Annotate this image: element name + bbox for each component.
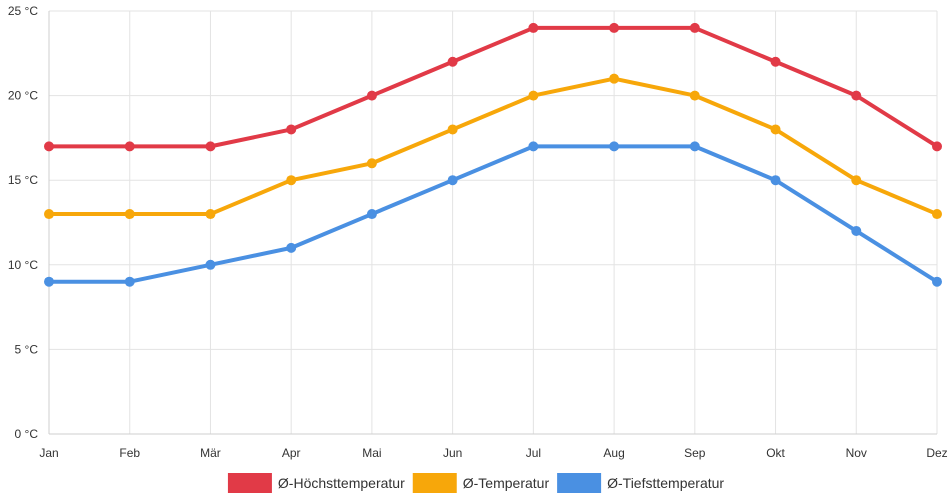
series-2 bbox=[44, 141, 942, 287]
data-point[interactable] bbox=[770, 56, 781, 67]
data-point[interactable] bbox=[366, 209, 377, 220]
x-tick-label: Mai bbox=[362, 446, 381, 460]
x-tick-label: Aug bbox=[603, 446, 624, 460]
data-point[interactable] bbox=[528, 22, 539, 33]
x-tick-label: Mär bbox=[200, 446, 221, 460]
data-point[interactable] bbox=[851, 225, 862, 236]
x-tick-label: Apr bbox=[282, 446, 301, 460]
y-tick-label: 15 °C bbox=[8, 173, 38, 187]
x-tick-label: Jul bbox=[526, 446, 541, 460]
data-point[interactable] bbox=[124, 141, 135, 152]
legend: Ø-Höchsttemperatur Ø-Temperatur Ø-Tiefstte… bbox=[227, 473, 724, 493]
data-point[interactable] bbox=[286, 175, 297, 186]
series-0 bbox=[44, 22, 942, 152]
data-point[interactable] bbox=[932, 141, 942, 152]
data-point[interactable] bbox=[528, 141, 539, 152]
data-point[interactable] bbox=[205, 209, 216, 220]
y-tick-label: 0 °C bbox=[15, 427, 39, 441]
legend-swatch bbox=[412, 473, 457, 493]
legend-label: Ø-Tiefsttemperatur bbox=[607, 475, 724, 491]
x-tick-label: Jun bbox=[443, 446, 462, 460]
data-point[interactable] bbox=[770, 124, 781, 135]
legend-label: Ø-Temperatur bbox=[463, 475, 550, 491]
x-tick-label: Sep bbox=[684, 446, 706, 460]
data-point[interactable] bbox=[851, 175, 862, 186]
data-point[interactable] bbox=[932, 209, 942, 220]
data-point[interactable] bbox=[447, 175, 458, 186]
data-point[interactable] bbox=[609, 22, 620, 33]
data-point[interactable] bbox=[689, 22, 700, 33]
data-point[interactable] bbox=[366, 158, 377, 169]
data-point[interactable] bbox=[366, 90, 377, 101]
grid-layer bbox=[48, 10, 938, 435]
data-point[interactable] bbox=[286, 242, 297, 253]
data-point[interactable] bbox=[44, 276, 54, 287]
legend-swatch bbox=[557, 473, 602, 493]
data-point[interactable] bbox=[689, 90, 700, 101]
legend-item[interactable]: Ø-Temperatur bbox=[412, 473, 550, 493]
data-point[interactable] bbox=[44, 141, 54, 152]
legend-label: Ø-Höchsttemperatur bbox=[278, 475, 405, 491]
data-point[interactable] bbox=[609, 141, 620, 152]
data-point[interactable] bbox=[851, 90, 862, 101]
data-point[interactable] bbox=[44, 209, 54, 220]
data-point[interactable] bbox=[528, 90, 539, 101]
series-line bbox=[47, 144, 939, 284]
series-line bbox=[47, 76, 939, 217]
data-point[interactable] bbox=[689, 141, 700, 152]
y-tick-label: 20 °C bbox=[8, 89, 38, 103]
legend-item[interactable]: Ø-Höchsttemperatur bbox=[227, 473, 405, 493]
data-point[interactable] bbox=[447, 124, 458, 135]
y-tick-label: 10 °C bbox=[8, 258, 38, 272]
data-point[interactable] bbox=[205, 141, 216, 152]
x-tick-label: Jan bbox=[39, 446, 58, 460]
axis-layer: 0 °C 5 °C 10 °C 15 °C 20 °C 25 °C Jan Feb Mär Apr… bbox=[8, 4, 948, 460]
x-tick-label: Feb bbox=[119, 446, 140, 460]
series-layer bbox=[44, 22, 942, 287]
data-point[interactable] bbox=[124, 276, 135, 287]
legend-swatch bbox=[227, 473, 272, 493]
data-point[interactable] bbox=[205, 259, 216, 270]
data-point[interactable] bbox=[609, 73, 620, 84]
series-1 bbox=[44, 73, 942, 220]
data-point[interactable] bbox=[447, 56, 458, 67]
x-tick-label: Okt bbox=[766, 446, 785, 460]
data-point[interactable] bbox=[286, 124, 297, 135]
legend-item[interactable]: Ø-Tiefsttemperatur bbox=[557, 473, 724, 493]
data-point[interactable] bbox=[932, 276, 942, 287]
y-tick-label: 5 °C bbox=[15, 342, 39, 356]
x-tick-label: Nov bbox=[846, 446, 867, 460]
data-point[interactable] bbox=[124, 209, 135, 220]
data-point[interactable] bbox=[770, 175, 781, 186]
series-line bbox=[47, 25, 939, 149]
y-tick-label: 25 °C bbox=[8, 4, 38, 18]
x-tick-label: Dez bbox=[926, 446, 947, 460]
